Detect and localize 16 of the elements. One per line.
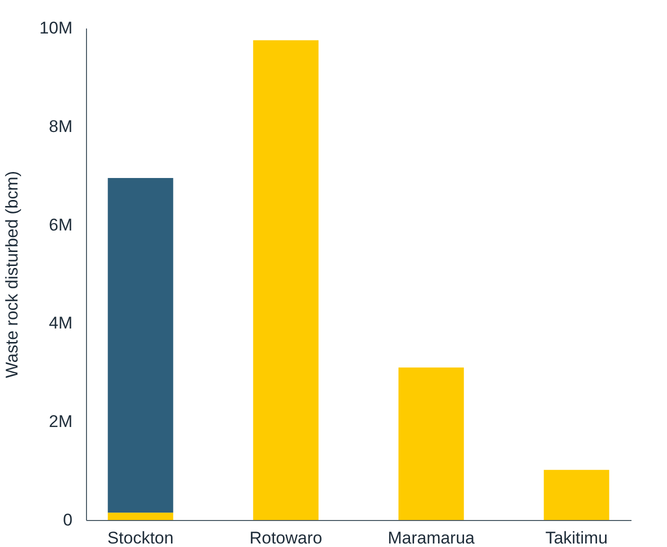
- y-tick-label: 8M: [48, 116, 72, 136]
- bar: [544, 470, 610, 520]
- x-tick-label: Maramarua: [388, 528, 476, 547]
- y-tick-label: 2M: [48, 412, 72, 432]
- y-tick-label: 0: [63, 510, 72, 530]
- x-tick-label: Stockton: [107, 528, 174, 547]
- bar: [398, 367, 464, 520]
- bar: [108, 512, 174, 520]
- y-tick-label: 10M: [39, 18, 72, 38]
- bar: [108, 178, 174, 513]
- y-tick-label: 6M: [48, 215, 72, 234]
- x-tick-label: Rotowaro: [249, 528, 322, 547]
- x-tick-label: Takitimu: [545, 528, 608, 547]
- y-axis-title: Waste rock disturbed (bcm): [2, 170, 22, 378]
- bar: [253, 40, 319, 520]
- y-tick-label: 4M: [48, 314, 72, 333]
